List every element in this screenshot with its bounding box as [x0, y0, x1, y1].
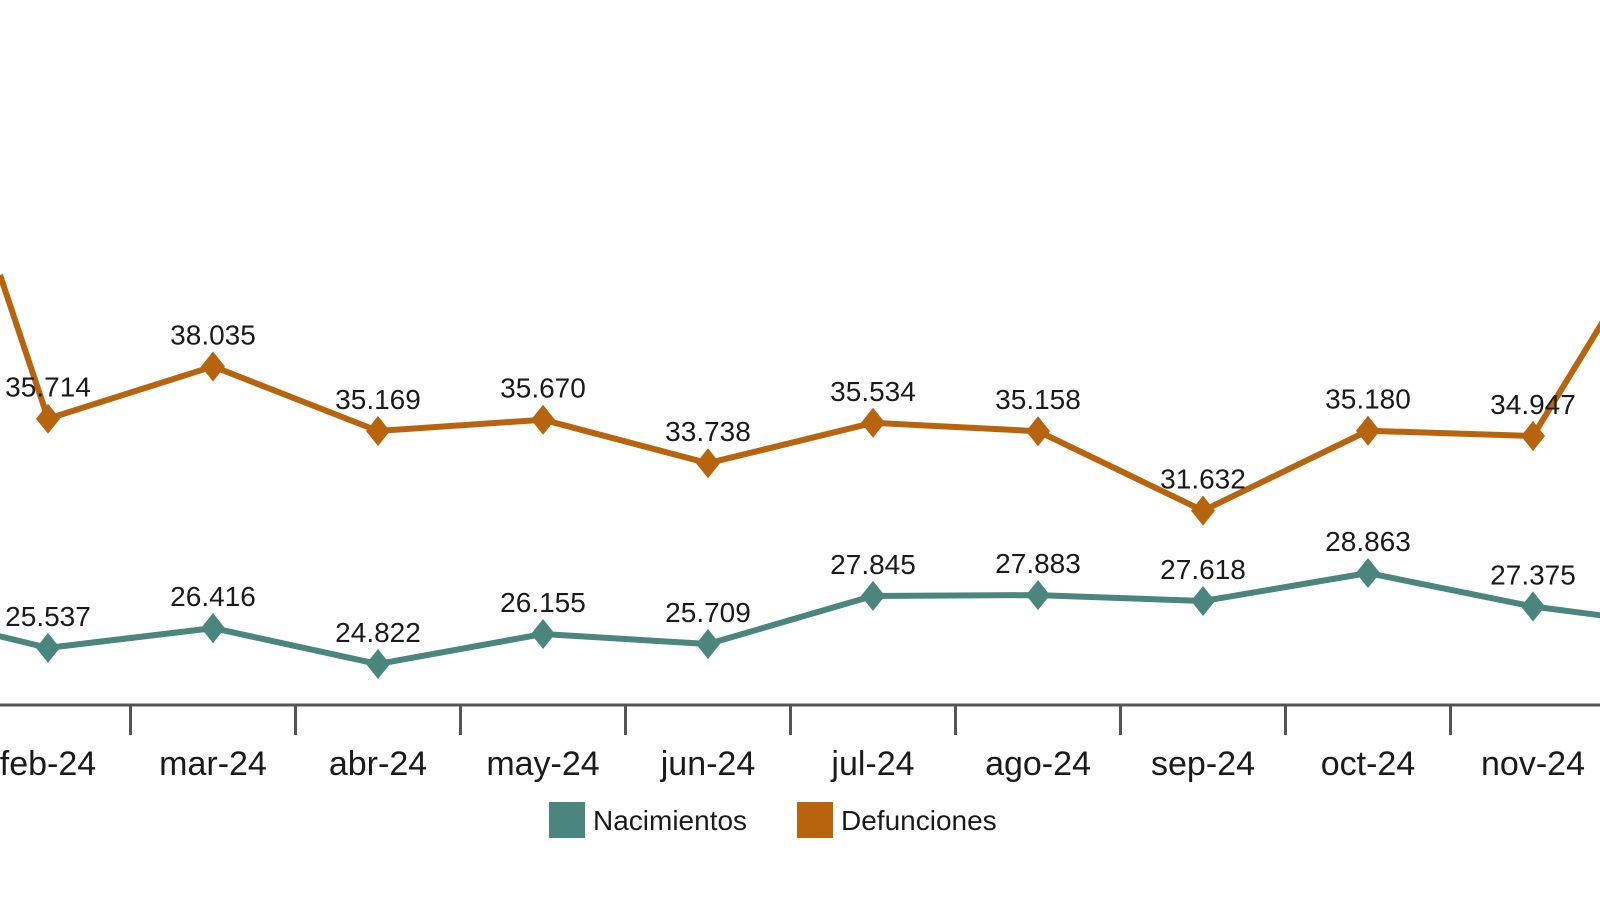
data-label: 38.035	[170, 319, 256, 350]
legend-label: Defunciones	[841, 805, 997, 836]
data-point-marker	[1026, 580, 1050, 611]
data-label: 33.738	[665, 416, 751, 447]
data-point-marker	[1356, 415, 1380, 446]
x-tick-label: abr-24	[329, 745, 427, 783]
data-point-marker	[366, 415, 390, 446]
data-label: 28.863	[1325, 526, 1411, 557]
data-label: 26.155	[500, 587, 586, 618]
data-label: 35.714	[5, 372, 91, 403]
data-label: 35.670	[500, 373, 586, 404]
data-label: 34.947	[1490, 389, 1576, 420]
data-point-marker	[696, 448, 720, 479]
legend-label: Nacimientos	[593, 805, 747, 836]
legend-item-defunciones: Defunciones	[797, 802, 997, 838]
data-label: 27.375	[1490, 560, 1576, 591]
data-point-marker	[531, 618, 555, 649]
legend: Nacimientos Defunciones	[549, 802, 997, 838]
series-defunciones: 35.714 38.035 35.169 35.670 33.738 35.534 35.1…	[0, 274, 1600, 526]
data-label: 31.632	[1160, 464, 1246, 495]
data-point-marker	[201, 351, 225, 382]
data-point-marker	[1191, 495, 1215, 526]
series-line	[0, 274, 1600, 514]
x-tick-label: jul-24	[830, 745, 914, 783]
data-point-marker	[366, 649, 390, 680]
data-label: 35.180	[1325, 384, 1411, 415]
x-tick-label: ago-24	[985, 745, 1091, 783]
series-layer: 25.537 26.416 24.822 26.155 25.709 27.845 27.8…	[0, 274, 1600, 680]
data-label: 24.822	[335, 617, 421, 648]
data-label: 27.883	[995, 548, 1081, 579]
data-label: 35.169	[335, 384, 421, 415]
data-point-marker	[1521, 591, 1545, 622]
x-tick-label: feb-24	[0, 745, 96, 783]
x-tick-label: sep-24	[1151, 745, 1255, 783]
x-tick-label: oct-24	[1321, 745, 1416, 783]
data-point-marker	[201, 613, 225, 644]
data-label: 25.709	[665, 597, 751, 628]
data-label: 35.158	[995, 384, 1081, 415]
data-label: 25.537	[5, 601, 91, 632]
legend-item-nacimientos: Nacimientos	[549, 802, 747, 838]
x-axis: feb-24 mar-24 abr-24 may-24 jun-24 jul-24 ago-…	[0, 703, 1600, 783]
data-point-marker	[861, 580, 885, 611]
data-point-marker	[36, 403, 60, 434]
x-tick-label: may-24	[486, 745, 599, 783]
data-point-marker	[696, 629, 720, 660]
data-point-marker	[1191, 586, 1215, 617]
data-point-marker	[1026, 416, 1050, 447]
data-point-marker	[531, 404, 555, 435]
series-nacimientos: 25.537 26.416 24.822 26.155 25.709 27.845 27.8…	[0, 526, 1600, 680]
legend-swatch	[549, 802, 585, 838]
x-tick-label: mar-24	[159, 745, 267, 783]
data-point-marker	[1521, 420, 1545, 451]
legend-swatch	[797, 802, 833, 838]
data-point-marker	[861, 407, 885, 438]
data-label: 27.618	[1160, 554, 1246, 585]
data-label: 26.416	[170, 581, 256, 612]
data-point-marker	[36, 632, 60, 663]
data-point-marker	[1356, 558, 1380, 589]
x-tick-label: jun-24	[660, 745, 756, 783]
data-label: 35.534	[830, 376, 916, 407]
data-label: 27.845	[830, 549, 916, 580]
x-tick-label: nov-24	[1481, 745, 1585, 783]
series-line	[0, 570, 1600, 668]
